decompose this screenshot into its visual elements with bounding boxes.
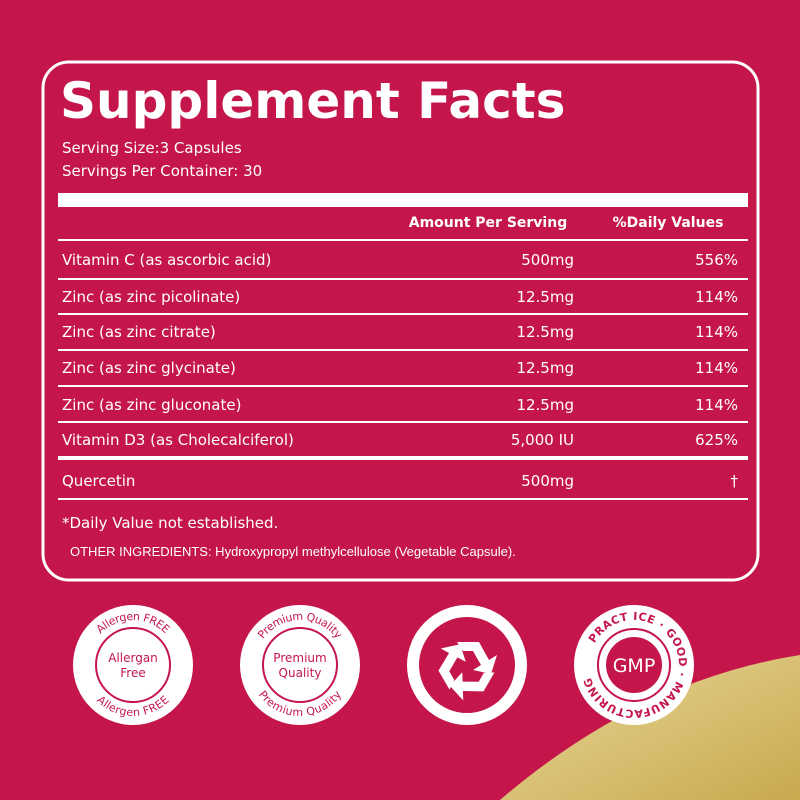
servings-per-container: Servings Per Container: 30: [62, 162, 262, 180]
nutrient-name: Zinc (as zinc picolinate): [62, 288, 240, 306]
badge: [407, 605, 527, 725]
amount: 12.5mg: [516, 323, 574, 341]
footnote: *Daily Value not established.: [62, 514, 278, 532]
nutrient-name: Vitamin D3 (as Cholecalciferol): [62, 431, 294, 449]
amount: 500mg: [521, 251, 574, 269]
daily-value: 114%: [695, 359, 738, 377]
nutrient-name: Zinc (as zinc gluconate): [62, 396, 241, 414]
amount: 5,000 IU: [511, 431, 574, 449]
badge-center: [419, 617, 515, 713]
badge-center-text: Premium: [273, 651, 326, 665]
column-header: %Daily Values: [613, 215, 724, 231]
recycle-arrow: [449, 672, 495, 701]
column-header: Amount Per Serving: [409, 215, 567, 231]
badge-center-text: Allergan: [108, 651, 158, 665]
daily-value: 556%: [695, 251, 738, 269]
gold-swoosh: [500, 655, 800, 800]
daily-value: 114%: [695, 323, 738, 341]
recycle-arrow: [438, 644, 466, 690]
badge-ring: [262, 627, 338, 703]
nutrient-name: Quercetin: [62, 472, 135, 490]
nutrient-name: Vitamin C (as ascorbic acid): [62, 251, 271, 269]
badge-center-text: GMP: [613, 655, 656, 677]
facts-panel: [41, 60, 760, 582]
recycle-arrow: [457, 642, 497, 674]
amount: 12.5mg: [516, 396, 574, 414]
daily-value: 114%: [695, 396, 738, 414]
nutrient-name: Zinc (as zinc glycinate): [62, 359, 236, 377]
badge-center: [606, 637, 662, 693]
daily-value: 114%: [695, 288, 738, 306]
badge-ring: [95, 627, 171, 703]
serving-size: Serving Size:3 Capsules: [62, 139, 242, 157]
badge-center-text: Quality: [279, 666, 322, 680]
other-ingredients: OTHER INGREDIENTS: Hydroxypropyl methylc…: [70, 544, 516, 559]
badge-disc: [240, 605, 360, 725]
badge-center-text: Free: [120, 666, 145, 680]
title: Supplement Facts: [60, 72, 565, 130]
amount: 12.5mg: [516, 288, 574, 306]
badge-disc: [73, 605, 193, 725]
facts-table: Vitamin C (as ascorbic acid) 500mg 556% Zin…: [58, 239, 748, 500]
daily-value: 625%: [695, 431, 738, 449]
daily-value: †: [731, 472, 739, 490]
amount: 12.5mg: [516, 359, 574, 377]
badge-ring: [597, 628, 671, 702]
amount: 500mg: [521, 472, 574, 490]
nutrient-name: Zinc (as zinc citrate): [62, 323, 216, 341]
thick-rule: [58, 193, 748, 207]
